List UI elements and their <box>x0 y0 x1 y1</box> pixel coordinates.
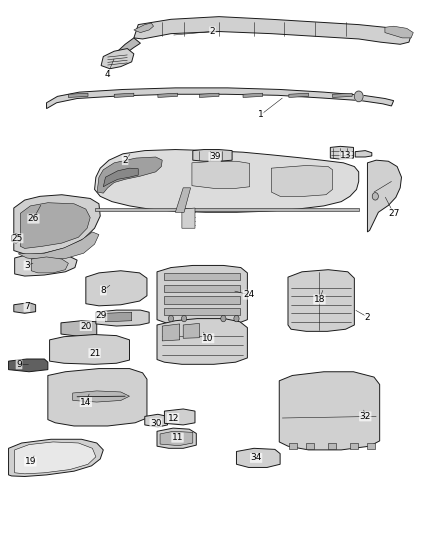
Polygon shape <box>101 49 134 69</box>
Polygon shape <box>330 147 353 159</box>
Text: 21: 21 <box>89 349 100 358</box>
Polygon shape <box>48 368 147 426</box>
Polygon shape <box>31 257 68 273</box>
Text: 4: 4 <box>105 70 110 78</box>
Circle shape <box>181 316 187 322</box>
Polygon shape <box>98 157 162 193</box>
Polygon shape <box>68 93 88 98</box>
Polygon shape <box>175 188 191 212</box>
Circle shape <box>234 316 239 322</box>
Text: 11: 11 <box>172 433 183 442</box>
Polygon shape <box>385 26 413 38</box>
Polygon shape <box>95 208 359 211</box>
Circle shape <box>354 91 363 102</box>
Polygon shape <box>158 93 177 98</box>
Polygon shape <box>193 150 232 161</box>
Polygon shape <box>14 442 96 474</box>
Circle shape <box>168 316 173 322</box>
Polygon shape <box>14 254 77 276</box>
Text: 30: 30 <box>150 419 162 428</box>
Polygon shape <box>61 321 97 337</box>
Text: 2: 2 <box>210 27 215 36</box>
Polygon shape <box>114 93 134 98</box>
Polygon shape <box>145 414 167 427</box>
Text: 25: 25 <box>11 234 23 243</box>
Polygon shape <box>182 208 195 228</box>
Text: 10: 10 <box>202 334 214 343</box>
Polygon shape <box>12 233 20 243</box>
Text: 2: 2 <box>365 312 370 321</box>
Text: 26: 26 <box>28 214 39 223</box>
Circle shape <box>372 192 378 200</box>
Polygon shape <box>243 93 263 98</box>
Polygon shape <box>289 93 308 98</box>
Polygon shape <box>9 439 103 477</box>
Polygon shape <box>272 165 332 196</box>
Polygon shape <box>86 271 147 306</box>
Text: 7: 7 <box>24 302 30 311</box>
Polygon shape <box>288 270 354 332</box>
Polygon shape <box>18 232 99 260</box>
Polygon shape <box>73 391 130 402</box>
Polygon shape <box>328 443 336 449</box>
Polygon shape <box>49 335 130 365</box>
Polygon shape <box>14 303 35 313</box>
Polygon shape <box>289 443 297 449</box>
Polygon shape <box>183 324 199 338</box>
Polygon shape <box>162 324 180 341</box>
Text: 1: 1 <box>258 110 263 119</box>
Polygon shape <box>164 409 195 425</box>
Text: 13: 13 <box>340 151 351 160</box>
Polygon shape <box>95 150 359 212</box>
Polygon shape <box>350 443 358 449</box>
Polygon shape <box>106 312 132 322</box>
Text: 18: 18 <box>314 295 325 304</box>
Text: 34: 34 <box>251 454 262 463</box>
Polygon shape <box>192 161 250 188</box>
Polygon shape <box>14 195 100 255</box>
Polygon shape <box>355 151 372 157</box>
Polygon shape <box>164 285 240 292</box>
Text: 39: 39 <box>209 152 220 161</box>
Polygon shape <box>164 273 240 280</box>
Polygon shape <box>164 296 240 304</box>
Text: 20: 20 <box>80 321 92 330</box>
Circle shape <box>221 316 226 322</box>
Text: 24: 24 <box>243 290 254 299</box>
Polygon shape <box>96 310 149 326</box>
Polygon shape <box>118 38 141 56</box>
Polygon shape <box>157 428 196 448</box>
Polygon shape <box>20 203 90 248</box>
Polygon shape <box>306 443 314 449</box>
Polygon shape <box>279 372 380 450</box>
Polygon shape <box>157 265 247 326</box>
Text: 19: 19 <box>25 457 36 466</box>
Polygon shape <box>237 448 280 467</box>
Polygon shape <box>367 443 375 449</box>
Text: 8: 8 <box>100 286 106 295</box>
Text: 2: 2 <box>122 156 128 165</box>
Polygon shape <box>160 431 193 446</box>
Polygon shape <box>367 160 402 232</box>
Polygon shape <box>103 168 138 187</box>
Text: 32: 32 <box>360 412 371 421</box>
Text: 27: 27 <box>388 209 399 218</box>
Polygon shape <box>332 93 352 98</box>
Polygon shape <box>9 359 48 372</box>
Polygon shape <box>164 308 240 316</box>
Text: 12: 12 <box>167 414 179 423</box>
Polygon shape <box>199 93 219 98</box>
Polygon shape <box>46 88 394 109</box>
Text: 29: 29 <box>95 311 107 320</box>
Polygon shape <box>134 23 153 33</box>
Text: 9: 9 <box>16 360 22 369</box>
Text: 3: 3 <box>24 261 30 270</box>
Text: 14: 14 <box>80 398 92 407</box>
Polygon shape <box>157 319 247 365</box>
Polygon shape <box>134 17 411 44</box>
